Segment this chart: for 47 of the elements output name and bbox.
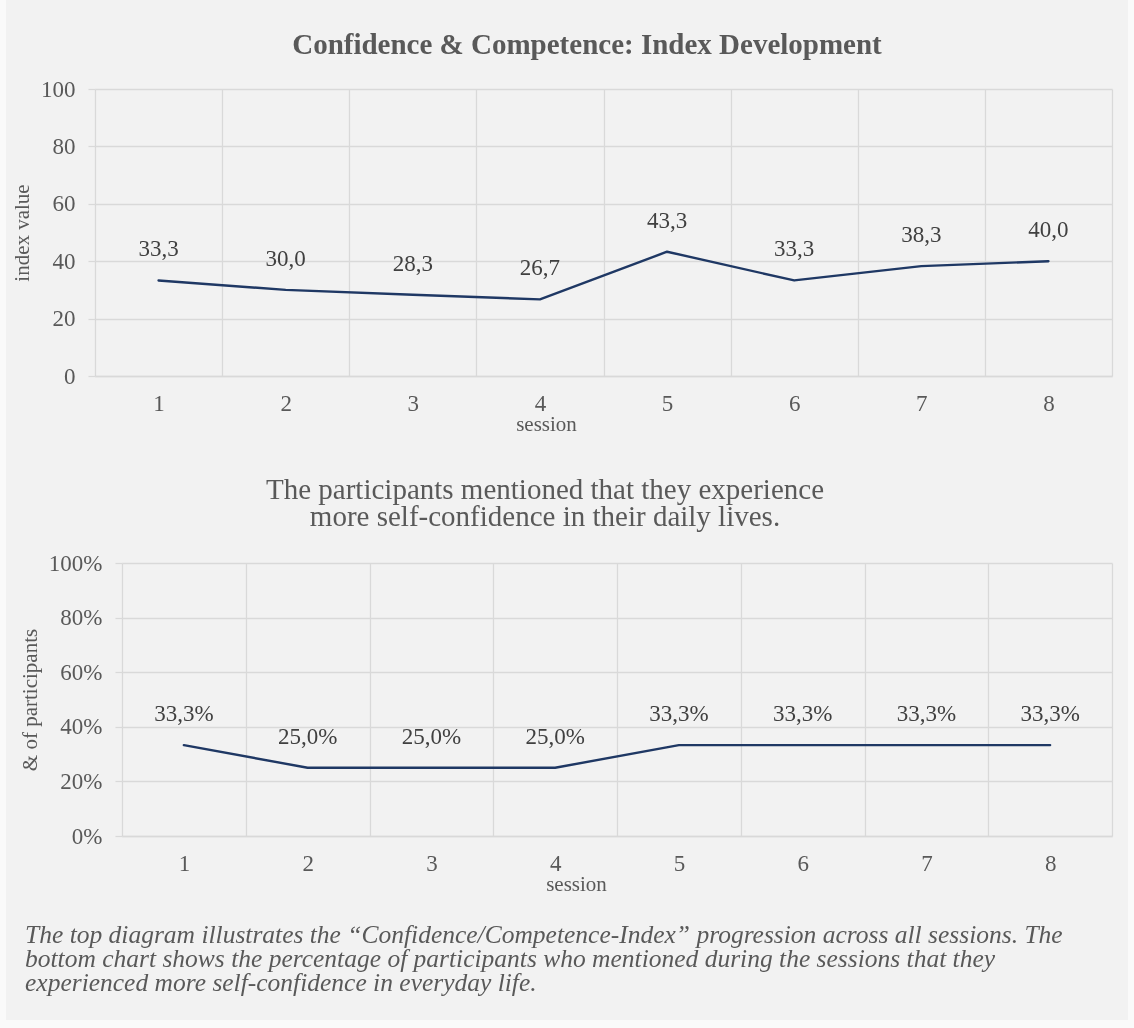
x-tick-label: 6 [797,850,809,876]
x-tick-label: 3 [426,850,438,876]
data-label: 25,0% [277,723,338,749]
y-tick-label: 60% [60,659,103,685]
data-label: 33,3 [774,236,815,262]
y-tick-label: 0 [64,363,76,389]
data-label: 33,3% [896,701,957,727]
data-label: 28,3 [392,250,433,276]
x-tick-label: 7 [921,850,933,876]
data-label: 33,3 [138,236,179,262]
y-tick-label: 100% [48,550,103,576]
x-tick-label: 1 [178,850,191,876]
y-tick-label: 0% [71,823,103,849]
x-tick-label: 5 [661,390,674,416]
y-tick-label: 20% [60,768,103,794]
data-label: 30,0 [265,245,306,271]
y-tick-label: 100 [41,76,76,102]
text: The top diagram illustrates the “Confidence/Competence-Index” progression across all sessions. The bottom chart shows the percentage of participants who mentioned during the sessions that they experienced more self-confidence in everyday life. [25,920,1064,997]
x-tick-label: 2 [302,850,314,876]
y-tick-label: 60 [52,191,76,217]
y-tick-label: 20 [52,306,76,332]
x-tick-label: 3 [407,390,420,416]
chart-title: Confidence & Competence: Index Development [291,28,883,60]
x-tick-label: 6 [788,390,801,416]
data-label: 25,0% [401,723,462,749]
x-tick-label: 8 [1044,850,1057,876]
data-label: 40,0 [1028,217,1069,243]
data-label: 26,7 [519,255,561,281]
data-label: 38,3 [901,222,942,248]
data-label: 33,3% [772,701,833,727]
x-tick-label: 2 [280,390,292,416]
x-tick-label: 1 [153,390,165,416]
y-tick-label: 80% [60,605,103,631]
y-axis-title: index value [10,184,34,282]
x-tick-label: 8 [1043,390,1055,416]
y-tick-label: 40% [60,714,103,740]
data-label: 33,3% [154,701,214,727]
chart-title: The participants mentioned that they experience more self-confidence in their daily lives. [265,473,825,532]
y-tick-label: 80 [52,133,76,159]
y-axis-title: & of participants [17,628,42,772]
x-tick-label: 7 [916,390,928,416]
y-tick-label: 40 [52,248,76,274]
data-label: 33,3% [649,701,709,727]
data-label: 33,3% [1020,701,1080,727]
x-tick-label: 5 [673,850,686,876]
data-label: 25,0% [525,723,585,749]
data-label: 43,3 [646,207,688,233]
